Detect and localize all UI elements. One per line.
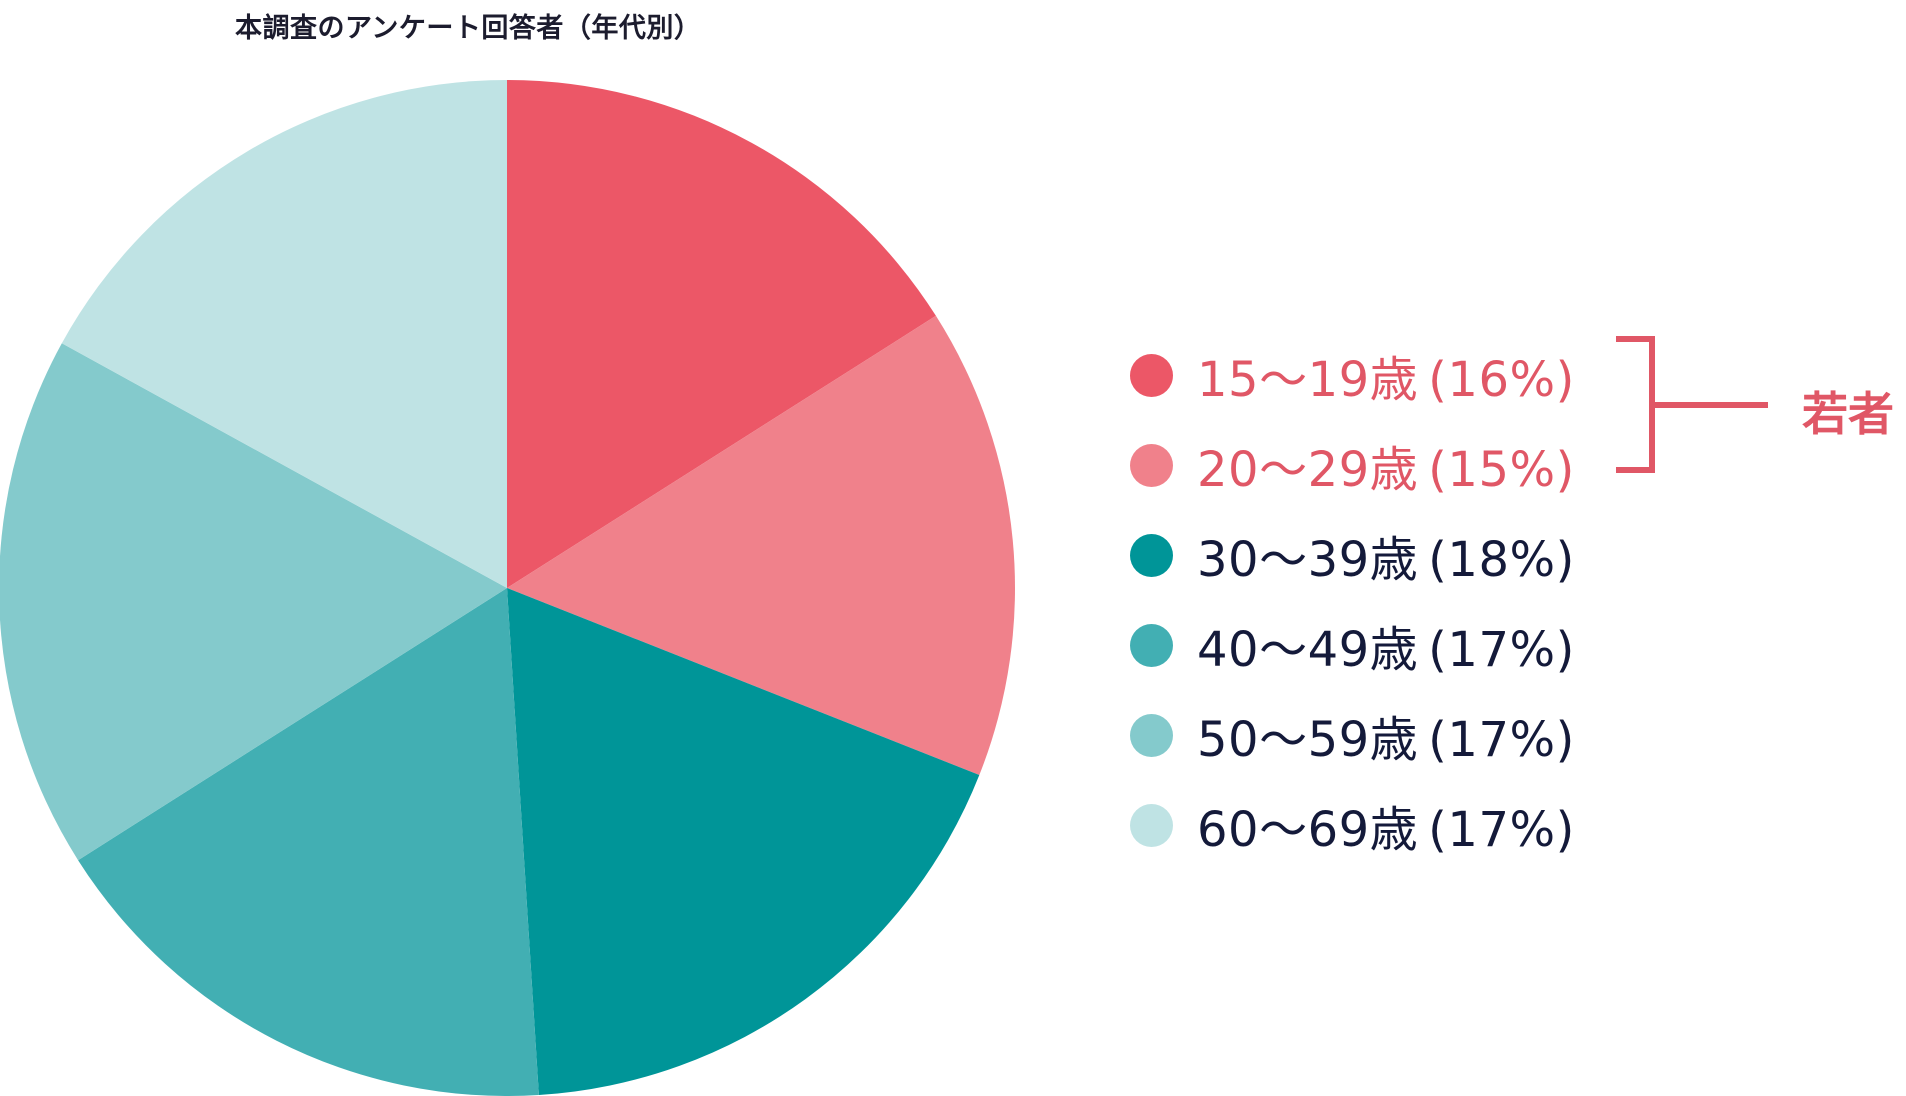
- legend-item-2: 20〜29歳 (15%): [1130, 420, 1575, 510]
- legend-label: 20〜29歳 (15%): [1197, 430, 1575, 500]
- legend-item-3: 30〜39歳 (18%): [1130, 510, 1575, 600]
- legend-label: 30〜39歳 (18%): [1197, 520, 1575, 590]
- legend-percentage: (17%): [1428, 712, 1575, 768]
- pie-slice-6: [61, 80, 508, 588]
- legend-swatch: [1130, 713, 1173, 757]
- legend-label: 40〜49歳 (17%): [1197, 610, 1575, 680]
- legend-swatch: [1130, 353, 1173, 397]
- legend: 15〜19歳 (16%) 20〜29歳 (15%) 30〜39歳 (18%) 40〜49歳(…: [1130, 330, 1575, 870]
- legend-age-range: 50〜59歳: [1197, 712, 1419, 768]
- legend-item-4: 40〜49歳 (17%): [1130, 600, 1575, 690]
- pie-slice-3: [507, 588, 980, 1095]
- pie-slice-2: [507, 315, 1016, 776]
- legend-swatch: [1130, 623, 1173, 667]
- legend-age-range: 20〜29歳: [1197, 442, 1419, 498]
- legend-swatch: [1130, 533, 1173, 577]
- legend-label: 60〜69歳 (17%): [1197, 790, 1575, 860]
- pie-slice-5: [0, 343, 507, 861]
- legend-item-6: 60〜69歳 (17%): [1130, 780, 1575, 870]
- legend-age-range: 60〜69歳: [1197, 802, 1419, 858]
- legend-age-range: 15〜19歳: [1197, 352, 1419, 408]
- legend-percentage: (18%): [1428, 532, 1575, 588]
- legend-label: 15〜19歳 (16%): [1197, 340, 1575, 410]
- bracket-line: [1616, 336, 1768, 473]
- legend-label: 50〜59歳 (17%): [1197, 700, 1575, 770]
- legend-percentage: (15%): [1428, 442, 1575, 498]
- legend-percentage: (17%): [1428, 802, 1575, 858]
- pie-slice-1: [507, 79, 936, 588]
- chart-title: 本調査のアンケート回答者（年代別）: [235, 13, 702, 44]
- legend-age-range: 40〜49歳: [1197, 622, 1419, 678]
- legend-percentage: (17%): [1428, 622, 1575, 678]
- legend-age-range: 30〜39歳: [1197, 532, 1419, 588]
- legend-percentage: (16%): [1428, 352, 1575, 408]
- legend-swatch: [1130, 443, 1173, 487]
- legend-item-5: 50〜59歳 (17%): [1130, 690, 1575, 780]
- pie-slice-4: [78, 588, 539, 1096]
- legend-swatch: [1130, 803, 1173, 847]
- legend-item-1: 15〜19歳 (16%): [1130, 330, 1575, 420]
- youth-group-label: 若者: [1802, 387, 1894, 441]
- pie-chart: [0, 79, 1016, 1096]
